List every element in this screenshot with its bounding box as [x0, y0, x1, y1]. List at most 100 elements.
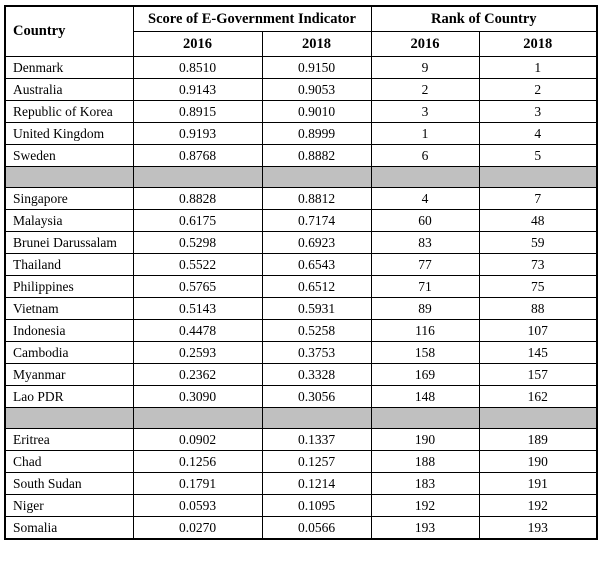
separator-cell	[4, 166, 134, 188]
rank-2016-cell: 71	[370, 275, 480, 298]
country-cell: Somalia	[4, 516, 134, 540]
score-2018-cell: 0.1337	[261, 428, 372, 451]
score-2016-cell: 0.5765	[132, 275, 263, 298]
table-row: Vietnam 0.5143 0.5931 89 88	[4, 297, 598, 320]
separator-row	[4, 166, 598, 188]
score-2018-cell: 0.9150	[261, 56, 372, 79]
score-2018-cell: 0.8812	[261, 187, 372, 210]
score-2018-cell: 0.5931	[261, 297, 372, 320]
score-2016-cell: 0.1256	[132, 450, 263, 473]
score-2016-cell: 0.8828	[132, 187, 263, 210]
table-row: United Kingdom 0.9193 0.8999 1 4	[4, 122, 598, 145]
rank-2016-cell: 148	[370, 385, 480, 408]
rank-2016-cell: 188	[370, 450, 480, 473]
table-row: Lao PDR 0.3090 0.3056 148 162	[4, 385, 598, 408]
separator-cell	[370, 166, 480, 188]
country-cell: Eritrea	[4, 428, 134, 451]
rank-2016-cell: 190	[370, 428, 480, 451]
country-cell: Malaysia	[4, 209, 134, 232]
score-2018-cell: 0.3056	[261, 385, 372, 408]
rank-2016-cell: 3	[370, 100, 480, 123]
table-row: Sweden 0.8768 0.8882 6 5	[4, 144, 598, 167]
score-2016-cell: 0.6175	[132, 209, 263, 232]
separator-cell	[132, 407, 263, 429]
rank-2018-cell: 157	[478, 363, 598, 386]
rank-2018-column-header: 2018	[478, 31, 598, 57]
score-2018-cell: 0.9010	[261, 100, 372, 123]
rank-2018-cell: 107	[478, 319, 598, 342]
score-2016-cell: 0.8510	[132, 56, 263, 79]
score-group-header: Score of E-Government Indicator	[132, 5, 372, 32]
score-2018-cell: 0.1095	[261, 494, 372, 517]
rank-2018-cell: 193	[478, 516, 598, 540]
rank-2018-cell: 48	[478, 209, 598, 232]
score-2016-cell: 0.8915	[132, 100, 263, 123]
table-row: Philippines 0.5765 0.6512 71 75	[4, 275, 598, 298]
table-row: Eritrea 0.0902 0.1337 190 189	[4, 428, 598, 451]
score-2018-cell: 0.1257	[261, 450, 372, 473]
table-row: Cambodia 0.2593 0.3753 158 145	[4, 341, 598, 364]
country-cell: Indonesia	[4, 319, 134, 342]
country-cell: United Kingdom	[4, 122, 134, 145]
country-cell: Philippines	[4, 275, 134, 298]
separator-cell	[478, 166, 598, 188]
score-2018-cell: 0.9053	[261, 78, 372, 101]
rank-2016-cell: 77	[370, 253, 480, 276]
rank-2018-cell: 7	[478, 187, 598, 210]
country-cell: Vietnam	[4, 297, 134, 320]
separator-cell	[261, 407, 372, 429]
score-2018-cell: 0.0566	[261, 516, 372, 540]
rank-2018-cell: 190	[478, 450, 598, 473]
score-2016-cell: 0.5298	[132, 231, 263, 254]
score-2018-cell: 0.5258	[261, 319, 372, 342]
separator-cell	[132, 166, 263, 188]
country-column-header: Country	[4, 5, 134, 57]
country-cell: Cambodia	[4, 341, 134, 364]
egov-indicator-table: Country Score of E-Government Indicator …	[4, 5, 599, 540]
header-row-groups: Country Score of E-Government Indicator …	[4, 5, 598, 57]
table-row: Republic of Korea 0.8915 0.9010 3 3	[4, 100, 598, 123]
table-body: Denmark 0.8510 0.9150 9 1 Australia 0.9143 0.90…	[4, 56, 598, 540]
table-row: Thailand 0.5522 0.6543 77 73	[4, 253, 598, 276]
score-2016-cell: 0.0593	[132, 494, 263, 517]
country-cell: Lao PDR	[4, 385, 134, 408]
table-row: Somalia 0.0270 0.0566 193 193	[4, 516, 598, 540]
rank-2016-cell: 183	[370, 472, 480, 495]
rank-2018-cell: 4	[478, 122, 598, 145]
country-cell: Brunei Darussalam	[4, 231, 134, 254]
rank-2016-cell: 193	[370, 516, 480, 540]
separator-row	[4, 407, 598, 429]
rank-2016-cell: 4	[370, 187, 480, 210]
table-row: Myanmar 0.2362 0.3328 169 157	[4, 363, 598, 386]
score-2018-cell: 0.3328	[261, 363, 372, 386]
rank-2016-cell: 60	[370, 209, 480, 232]
rank-2016-cell: 89	[370, 297, 480, 320]
country-cell: Niger	[4, 494, 134, 517]
score-2018-cell: 0.7174	[261, 209, 372, 232]
score-2016-cell: 0.5522	[132, 253, 263, 276]
country-cell: Australia	[4, 78, 134, 101]
rank-2018-cell: 189	[478, 428, 598, 451]
table-row: Denmark 0.8510 0.9150 9 1	[4, 56, 598, 79]
score-2018-cell: 0.3753	[261, 341, 372, 364]
score-2016-cell: 0.4478	[132, 319, 263, 342]
country-cell: Chad	[4, 450, 134, 473]
rank-2018-cell: 191	[478, 472, 598, 495]
table-row: Australia 0.9143 0.9053 2 2	[4, 78, 598, 101]
rank-2018-cell: 73	[478, 253, 598, 276]
score-2016-cell: 0.3090	[132, 385, 263, 408]
score-2016-cell: 0.9193	[132, 122, 263, 145]
country-cell: Singapore	[4, 187, 134, 210]
rank-2016-cell: 192	[370, 494, 480, 517]
score-2016-cell: 0.2362	[132, 363, 263, 386]
score-2016-cell: 0.2593	[132, 341, 263, 364]
rank-2016-cell: 1	[370, 122, 480, 145]
score-2016-cell: 0.9143	[132, 78, 263, 101]
country-cell: South Sudan	[4, 472, 134, 495]
country-cell: Denmark	[4, 56, 134, 79]
score-2016-cell: 0.0902	[132, 428, 263, 451]
table-row: Singapore 0.8828 0.8812 4 7	[4, 187, 598, 210]
rank-2016-cell: 2	[370, 78, 480, 101]
country-cell: Myanmar	[4, 363, 134, 386]
score-2018-cell: 0.6543	[261, 253, 372, 276]
